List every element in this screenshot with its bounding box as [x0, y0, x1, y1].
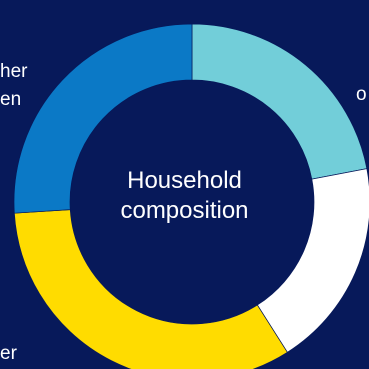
- top-left-label-line1: her: [0, 61, 28, 82]
- center-title-line-2: composition: [120, 197, 249, 224]
- center-title: Household composition: [92, 166, 277, 226]
- donut-slice-3: [13, 209, 288, 369]
- top-left-label-line2: en: [0, 89, 22, 110]
- center-title-line-1: Household: [127, 167, 242, 194]
- donut-slice-1: [191, 23, 368, 180]
- right-top-label: o: [356, 84, 367, 105]
- bottom-left-label: er: [0, 343, 17, 364]
- donut-slice-4: [13, 23, 193, 214]
- donut-slices: [13, 23, 369, 369]
